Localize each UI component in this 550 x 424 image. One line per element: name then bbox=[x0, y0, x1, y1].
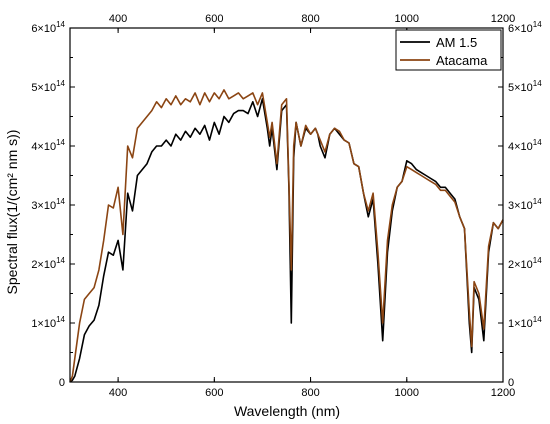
y-tick-label-right: 5×1014 bbox=[508, 79, 542, 94]
y-tick-label-right: 6×1014 bbox=[508, 20, 542, 35]
y-tick-label-right: 2×1014 bbox=[508, 256, 542, 271]
y-tick-label-right: 0 bbox=[508, 377, 514, 389]
y-tick-label-left: 1×1014 bbox=[31, 315, 65, 330]
y-tick-label-left: 4×1014 bbox=[31, 138, 65, 153]
y-tick-label-left: 5×1014 bbox=[31, 79, 65, 94]
legend-box bbox=[395, 29, 502, 71]
x-axis-title: Wavelength (nm) bbox=[234, 403, 340, 419]
axes-layer bbox=[69, 27, 504, 383]
x-tick-label-bottom: 1200 bbox=[491, 387, 515, 399]
x-tick-label-top: 800 bbox=[301, 13, 319, 25]
x-tick-label-bottom: 800 bbox=[301, 387, 319, 399]
y-tick-label-left: 3×1014 bbox=[31, 197, 65, 212]
y-tick-label-right: 3×1014 bbox=[508, 197, 542, 212]
y-tick-label-left: 0 bbox=[59, 377, 65, 389]
x-tick-label-bottom: 400 bbox=[109, 387, 127, 399]
x-tick-label-top: 400 bbox=[109, 13, 127, 25]
legend-label: AM 1.5 bbox=[436, 35, 477, 50]
y-tick-label-right: 4×1014 bbox=[508, 138, 542, 153]
plot-frame bbox=[69, 27, 504, 383]
x-tick-label-top: 600 bbox=[205, 13, 223, 25]
y-tick-label-left: 2×1014 bbox=[31, 256, 65, 271]
series-layer bbox=[69, 89, 504, 383]
y-tick-label-left: 6×1014 bbox=[31, 20, 65, 35]
x-tick-label-bottom: 1000 bbox=[395, 387, 419, 399]
series-line-atacama bbox=[69, 89, 504, 383]
y-tick-label-right: 1×1014 bbox=[508, 315, 542, 330]
y-axis-title: Spectral flux(1/(cm² nm s)) bbox=[4, 130, 20, 295]
x-tick-label-top: 1000 bbox=[395, 13, 419, 25]
legend: AM 1.5 Atacama bbox=[395, 29, 502, 71]
x-tick-label-top: 1200 bbox=[491, 13, 515, 25]
legend-label: Atacama bbox=[436, 53, 488, 68]
x-tick-label-bottom: 600 bbox=[205, 387, 223, 399]
